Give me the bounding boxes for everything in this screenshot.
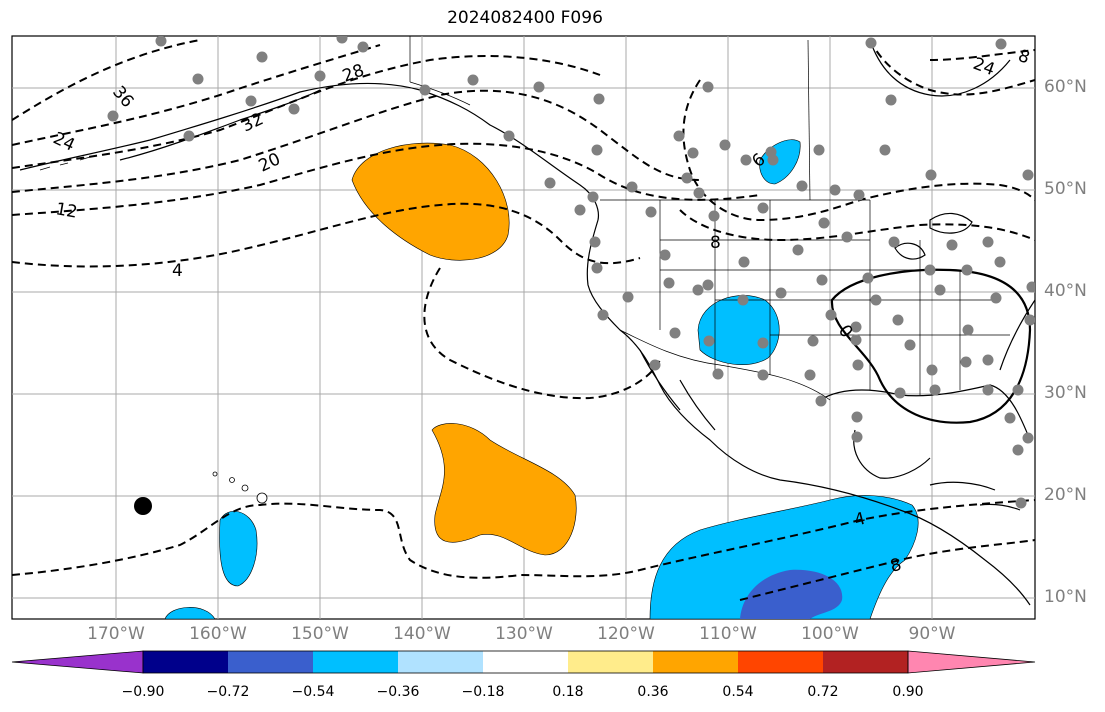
colorbar-tick-label: −0.72 <box>206 684 250 700</box>
colorbar-tick-label: −0.36 <box>376 684 420 700</box>
borders <box>409 36 1010 401</box>
colorbar-segment <box>143 651 228 673</box>
contour-label: 4 <box>172 261 183 281</box>
lat-label: 30°N <box>1044 383 1087 403</box>
lat-label: 10°N <box>1044 587 1087 607</box>
colorbar-segment <box>738 651 823 673</box>
lat-label: 40°N <box>1044 281 1087 301</box>
colorbar-segment <box>398 651 483 673</box>
lat-label: 50°N <box>1044 179 1087 199</box>
lon-label: 130°W <box>495 624 553 644</box>
lon-label: 110°W <box>699 624 757 644</box>
colorbar-tick-label: −0.90 <box>121 684 165 700</box>
lon-label: 160°W <box>189 624 247 644</box>
lon-label: 100°W <box>801 624 859 644</box>
negative-anomaly-area <box>219 511 258 587</box>
colorbar-tick-label: −0.18 <box>461 684 505 700</box>
islands <box>39 156 268 504</box>
negative-anomaly-area <box>164 607 216 619</box>
colorbar <box>11 650 1036 674</box>
strong-negative-anomaly-area <box>740 569 843 619</box>
colorbar-tick-label: 0.90 <box>892 684 924 700</box>
colorbar-tick-label: 0.18 <box>552 684 584 700</box>
colorbar-segment <box>313 651 398 673</box>
contour-label: 8 <box>888 555 904 577</box>
colorbar-tick-label: −0.54 <box>291 684 335 700</box>
colorbar-segment <box>228 651 313 673</box>
colorbar-extend-low <box>11 650 144 674</box>
colorbar-tick-label: 0.72 <box>807 684 839 700</box>
lon-label: 140°W <box>393 624 451 644</box>
lat-label: 60°N <box>1044 77 1087 97</box>
colorbar-extend-high <box>907 650 1036 674</box>
lat-label: 20°N <box>1044 485 1087 505</box>
lon-label: 150°W <box>291 624 349 644</box>
map-title: 2024082400 F096 <box>447 8 603 28</box>
shading-layer <box>164 139 919 619</box>
colorbar-tick-label: 0.54 <box>722 684 754 700</box>
coastlines <box>19 39 1035 606</box>
lon-label: 90°W <box>908 624 956 644</box>
colorbar-segment <box>653 651 738 673</box>
marker-dot <box>134 497 152 515</box>
contour-label: 12 <box>54 199 79 222</box>
positive-anomaly-area <box>431 423 577 556</box>
colorbar-tick-label: 0.36 <box>637 684 669 700</box>
contour-label: 8 <box>710 233 721 253</box>
station-dots <box>107 36 1035 509</box>
contour-label: 4 <box>852 509 868 531</box>
colorbar-segment <box>568 651 653 673</box>
lon-label: 170°W <box>87 624 145 644</box>
colorbar-segment <box>823 651 908 673</box>
colorbar-segment <box>483 651 568 673</box>
lon-label: 120°W <box>597 624 655 644</box>
positive-anomaly-area <box>351 142 510 261</box>
